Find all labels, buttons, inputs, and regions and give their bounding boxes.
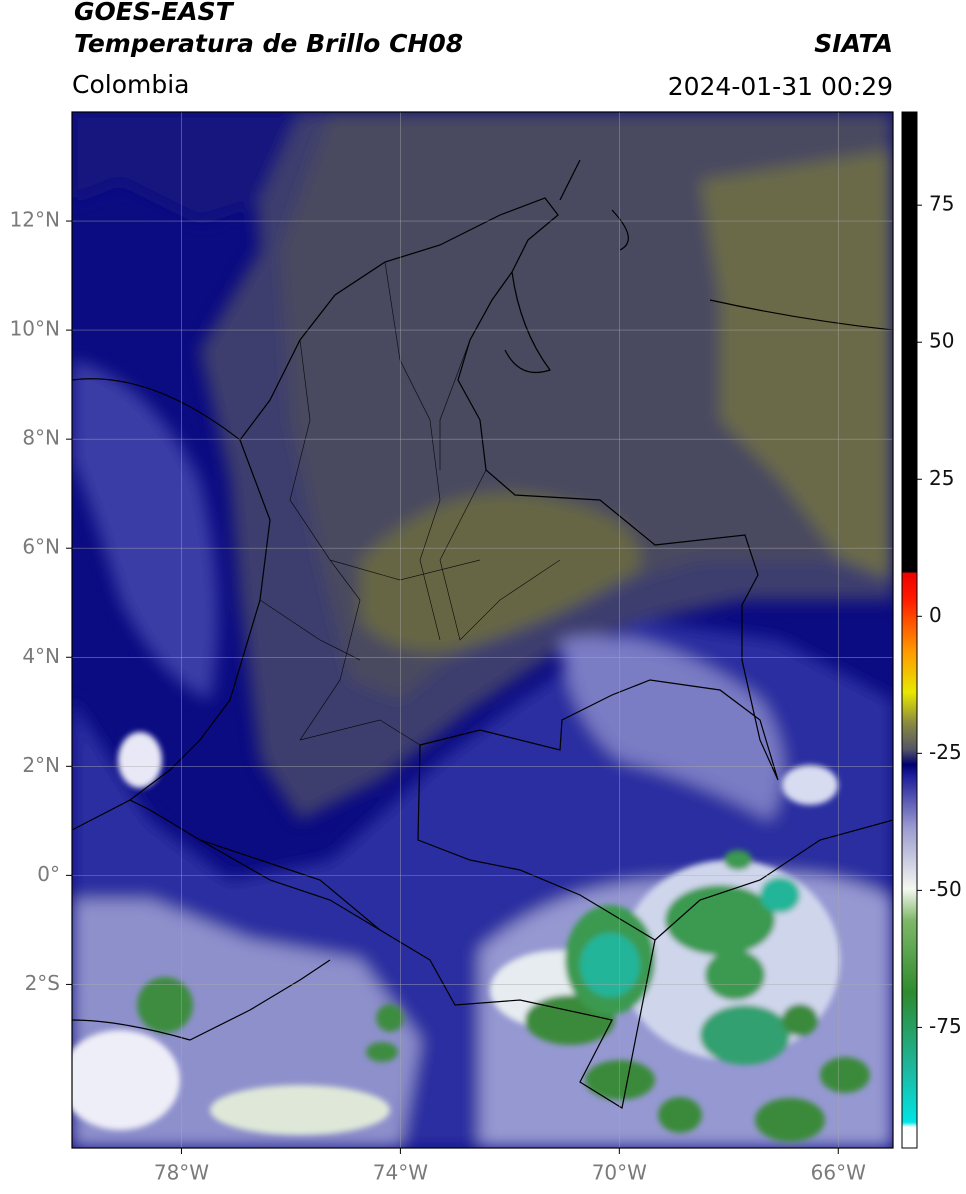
plot-frame <box>71 111 894 1149</box>
datetime: 2024-01-31 00:29 <box>668 72 893 101</box>
colorbar-tick-label: 25 <box>929 466 954 490</box>
y-tick-label: 12°N <box>10 208 60 232</box>
y-tick-label: 6°N <box>22 535 60 559</box>
y-tick-label: 2°S <box>25 971 60 995</box>
x-tick-label: 66°W <box>811 1161 866 1185</box>
x-tick-label: 78°W <box>154 1161 209 1185</box>
title: GOES-EAST <box>74 0 235 26</box>
colorbar-tick-label: -25 <box>929 740 962 764</box>
colorbar-tick-label: 0 <box>929 603 942 627</box>
satellite-image <box>72 112 893 1148</box>
gridlines <box>72 112 893 1148</box>
region: Colombia <box>72 70 189 99</box>
colorbar-tick-label: 75 <box>929 192 954 216</box>
colorbar <box>901 111 918 1149</box>
borders <box>72 159 893 1109</box>
colorbar-tick-label: -50 <box>929 877 962 901</box>
x-tick-label: 74°W <box>373 1161 428 1185</box>
y-tick-label: 8°N <box>22 426 60 450</box>
colorbar-tick-label: 50 <box>929 329 954 353</box>
x-tick-label: 70°W <box>592 1161 647 1185</box>
source: SIATA <box>814 29 893 58</box>
y-tick-label: 10°N <box>10 317 60 341</box>
subtitle: Temperatura de Brillo CH08 <box>74 29 463 58</box>
y-tick-label: 0° <box>37 862 60 886</box>
y-tick-label: 4°N <box>22 644 60 668</box>
colorbar-tick-label: -75 <box>929 1014 962 1038</box>
y-tick-label: 2°N <box>22 753 60 777</box>
